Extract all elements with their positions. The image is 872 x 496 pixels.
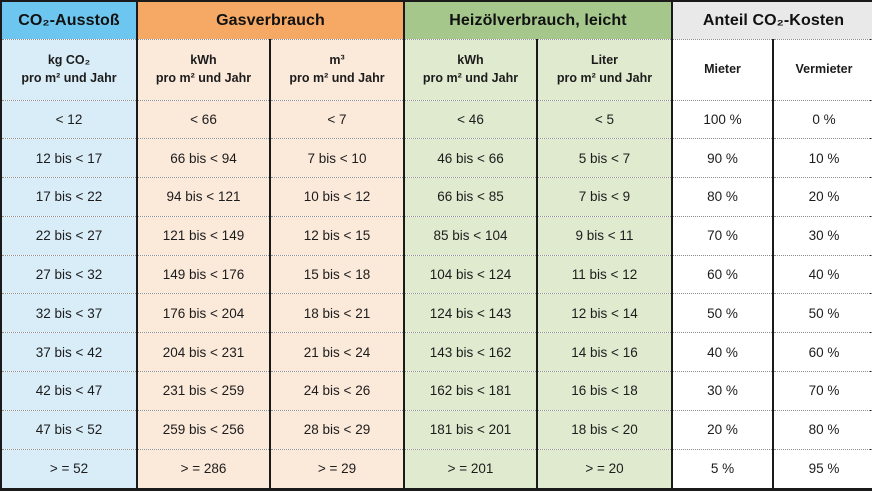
cell-share-vermieter: 40 %	[771, 254, 872, 294]
cell-share-mieter: 60 %	[671, 254, 773, 294]
group-header-gasverbrauch: Gasverbrauch	[136, 2, 404, 40]
table-row: 32 bis < 37 176 bis < 204 18 bis < 21 12…	[2, 293, 872, 333]
cell-co2-range: 47 bis < 52	[2, 409, 137, 450]
cell-gas-kwh: < 66	[136, 99, 270, 139]
cell-share-mieter: 20 %	[671, 409, 773, 450]
cell-gas-m3: 10 bis < 12	[269, 177, 404, 217]
cell-oil-liter: 11 bis < 12	[536, 254, 672, 294]
cell-oil-liter: 9 bis < 11	[536, 215, 672, 256]
cell-share-vermieter: 95 %	[771, 448, 872, 488]
cell-share-mieter: 100 %	[671, 99, 773, 139]
cell-oil-liter: 7 bis < 9	[536, 177, 672, 217]
cell-gas-kwh: 176 bis < 204	[136, 293, 270, 333]
subheader-vermieter: Vermieter	[771, 39, 872, 100]
cell-gas-m3: 15 bis < 18	[269, 254, 404, 294]
cell-share-mieter: 30 %	[671, 371, 773, 411]
cell-share-vermieter: 50 %	[771, 293, 872, 333]
cell-gas-kwh: 149 bis < 176	[136, 254, 270, 294]
cell-oil-liter: 12 bis < 14	[536, 293, 672, 333]
subheader-gas-kwh: kWh pro m² und Jahr	[136, 39, 270, 100]
cell-share-vermieter: 60 %	[771, 332, 872, 372]
cell-gas-m3: 7 bis < 10	[269, 138, 404, 178]
table-row: 42 bis < 47 231 bis < 259 24 bis < 26 16…	[2, 371, 872, 411]
subheader-kg-co2: kg CO₂ pro m² und Jahr	[2, 39, 137, 100]
cell-oil-kwh: 181 bis < 201	[403, 409, 537, 450]
table-row: 17 bis < 22 94 bis < 121 10 bis < 12 66 …	[2, 177, 872, 217]
group-header-co2-ausstoss: CO₂-Ausstoß	[2, 2, 137, 40]
cell-oil-kwh: 143 bis < 162	[403, 332, 537, 372]
cell-gas-kwh: 231 bis < 259	[136, 371, 270, 411]
table-row: 37 bis < 42 204 bis < 231 21 bis < 24 14…	[2, 332, 872, 372]
cell-gas-kwh: 121 bis < 149	[136, 215, 270, 256]
cell-gas-m3: < 7	[269, 99, 404, 139]
cell-share-mieter: 90 %	[671, 138, 773, 178]
cell-oil-kwh: 85 bis < 104	[403, 215, 537, 256]
subheader-oil-liter: Liter pro m² und Jahr	[536, 39, 672, 100]
cell-share-vermieter: 30 %	[771, 215, 872, 256]
cell-oil-liter: 16 bis < 18	[536, 371, 672, 411]
cell-oil-liter: 18 bis < 20	[536, 409, 672, 450]
cell-share-mieter: 80 %	[671, 177, 773, 217]
cell-co2-range: 22 bis < 27	[2, 215, 137, 256]
cell-co2-range: 42 bis < 47	[2, 371, 137, 411]
cell-co2-range: < 12	[2, 99, 137, 139]
table-row: > = 52 > = 286 > = 29 > = 201 > = 20 5 %…	[2, 448, 872, 488]
group-header-row: CO₂-Ausstoß Gasverbrauch Heizölverbrauch…	[2, 2, 872, 40]
co2-cost-table: CO₂-Ausstoß Gasverbrauch Heizölverbrauch…	[2, 2, 872, 488]
cell-oil-kwh: 162 bis < 181	[403, 371, 537, 411]
cell-gas-m3: 28 bis < 29	[269, 409, 404, 450]
cell-oil-kwh: > = 201	[403, 448, 537, 488]
cell-gas-m3: > = 29	[269, 448, 404, 488]
cell-co2-range: 17 bis < 22	[2, 177, 137, 217]
cell-gas-kwh: 204 bis < 231	[136, 332, 270, 372]
cell-gas-m3: 21 bis < 24	[269, 332, 404, 372]
cell-oil-kwh: 104 bis < 124	[403, 254, 537, 294]
table-row: 22 bis < 27 121 bis < 149 12 bis < 15 85…	[2, 215, 872, 256]
cell-oil-liter: 5 bis < 7	[536, 138, 672, 178]
cell-co2-range: 37 bis < 42	[2, 332, 137, 372]
cell-share-mieter: 50 %	[671, 293, 773, 333]
cell-gas-m3: 12 bis < 15	[269, 215, 404, 256]
cell-gas-kwh: 66 bis < 94	[136, 138, 270, 178]
cell-share-vermieter: 10 %	[771, 138, 872, 178]
cell-oil-kwh: 46 bis < 66	[403, 138, 537, 178]
cell-oil-kwh: 124 bis < 143	[403, 293, 537, 333]
cell-oil-liter: > = 20	[536, 448, 672, 488]
table-row: 12 bis < 17 66 bis < 94 7 bis < 10 46 bi…	[2, 138, 872, 178]
cell-gas-m3: 18 bis < 21	[269, 293, 404, 333]
cell-oil-liter: < 5	[536, 99, 672, 139]
subheader-gas-m3: m³ pro m² und Jahr	[269, 39, 404, 100]
cell-gas-m3: 24 bis < 26	[269, 371, 404, 411]
cell-co2-range: 32 bis < 37	[2, 293, 137, 333]
cell-oil-kwh: 66 bis < 85	[403, 177, 537, 217]
group-header-anteil-co2-kosten: Anteil CO₂-Kosten	[670, 2, 872, 40]
cell-gas-kwh: 94 bis < 121	[136, 177, 270, 217]
cell-gas-kwh: 259 bis < 256	[136, 409, 270, 450]
subheader-oil-kwh: kWh pro m² und Jahr	[403, 39, 537, 100]
cell-oil-kwh: < 46	[403, 99, 537, 139]
cell-gas-kwh: > = 286	[136, 448, 270, 488]
table-row: 47 bis < 52 259 bis < 256 28 bis < 29 18…	[2, 409, 872, 450]
cell-share-vermieter: 80 %	[771, 409, 872, 450]
cell-share-vermieter: 20 %	[771, 177, 872, 217]
cell-share-vermieter: 0 %	[771, 99, 872, 139]
cell-co2-range: > = 52	[2, 448, 137, 488]
cell-share-mieter: 5 %	[671, 448, 773, 488]
cell-co2-range: 27 bis < 32	[2, 254, 137, 294]
cell-share-mieter: 40 %	[671, 332, 773, 372]
table-row: < 12 < 66 < 7 < 46 < 5 100 % 0 %	[2, 99, 872, 139]
subheader-mieter: Mieter	[671, 39, 773, 100]
group-header-heizoelverbrauch: Heizölverbrauch, leicht	[403, 2, 672, 40]
cell-oil-liter: 14 bis < 16	[536, 332, 672, 372]
cell-share-mieter: 70 %	[671, 215, 773, 256]
sub-header-row: kg CO₂ pro m² und Jahr kWh pro m² und Ja…	[2, 39, 872, 100]
cell-co2-range: 12 bis < 17	[2, 138, 137, 178]
cell-share-vermieter: 70 %	[771, 371, 872, 411]
table-row: 27 bis < 32 149 bis < 176 15 bis < 18 10…	[2, 254, 872, 294]
